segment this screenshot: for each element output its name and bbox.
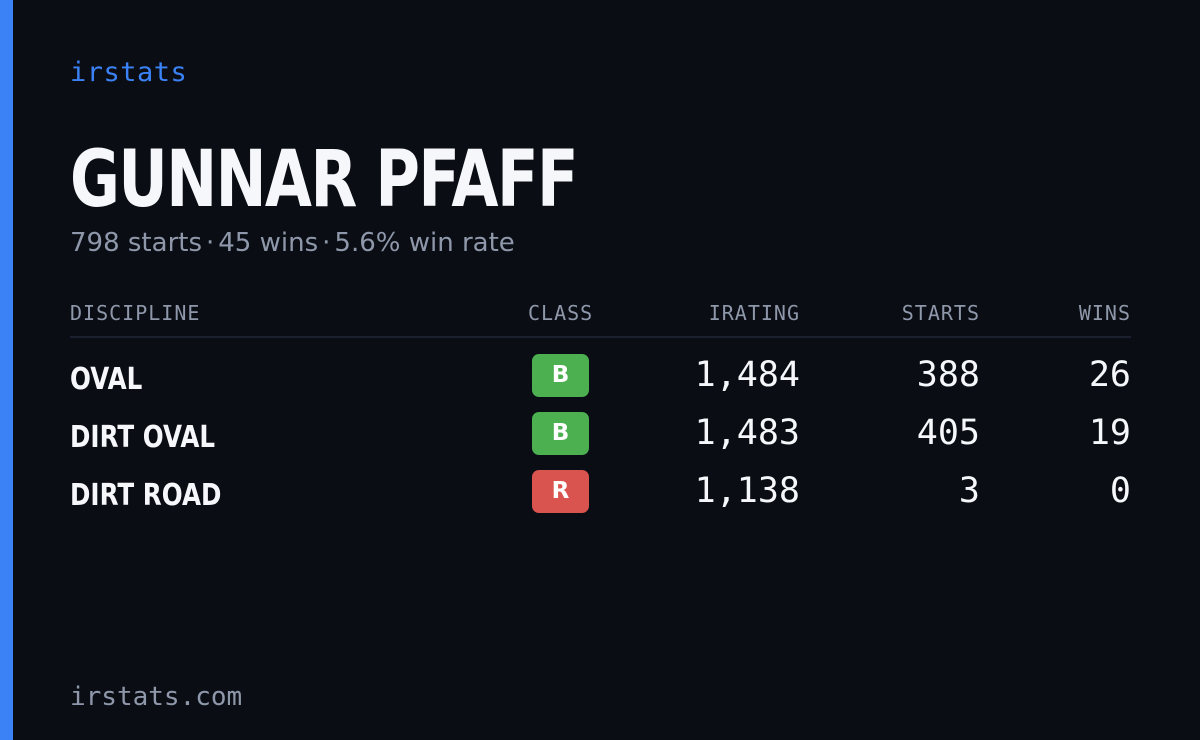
row-discipline: DIRT ROAD <box>70 478 222 513</box>
accent-bar <box>0 0 13 740</box>
class-badge: B <box>532 412 589 455</box>
header-class: CLASS <box>528 301 594 325</box>
driver-name: GUNNAR PFAFF <box>70 135 579 225</box>
row-starts: 405 <box>916 413 980 453</box>
table-row: DIRT OVAL B 1,483 405 19 <box>70 412 1131 470</box>
class-badge: B <box>532 354 589 397</box>
table-body: OVAL B 1,484 388 26 DIRT OVAL B 1,483 40… <box>70 354 1131 528</box>
row-starts: 3 <box>958 471 980 511</box>
table-row: DIRT ROAD R 1,138 3 0 <box>70 470 1131 528</box>
row-wins: 0 <box>1109 471 1131 511</box>
driver-summary: 798 starts · 45 wins · 5.6% win rate <box>70 228 515 258</box>
row-wins: 26 <box>1088 355 1131 395</box>
row-starts: 388 <box>916 355 980 395</box>
summary-separator: · <box>206 228 215 258</box>
header-wins: WINS <box>1078 301 1131 325</box>
header-starts: STARTS <box>901 301 980 325</box>
brand-logo: irstats <box>70 57 188 88</box>
table-header: DISCIPLINE CLASS IRATING STARTS WINS <box>70 296 1131 338</box>
stats-table: DISCIPLINE CLASS IRATING STARTS WINS OVA… <box>70 296 1131 513</box>
row-irating: 1,138 <box>694 471 800 511</box>
summary-starts: 798 starts <box>70 228 202 258</box>
footer-url: irstats.com <box>70 682 243 712</box>
row-irating: 1,483 <box>694 413 800 453</box>
row-discipline: OVAL <box>70 362 143 397</box>
table-row: OVAL B 1,484 388 26 <box>70 354 1131 412</box>
row-discipline: DIRT OVAL <box>70 420 216 455</box>
header-irating: IRATING <box>708 301 800 325</box>
summary-win-rate: 5.6% win rate <box>334 228 515 258</box>
row-irating: 1,484 <box>694 355 800 395</box>
class-badge: R <box>532 470 589 513</box>
row-wins: 19 <box>1088 413 1131 453</box>
summary-separator: · <box>322 228 331 258</box>
summary-wins: 45 wins <box>218 228 319 258</box>
header-discipline: DISCIPLINE <box>70 301 201 325</box>
